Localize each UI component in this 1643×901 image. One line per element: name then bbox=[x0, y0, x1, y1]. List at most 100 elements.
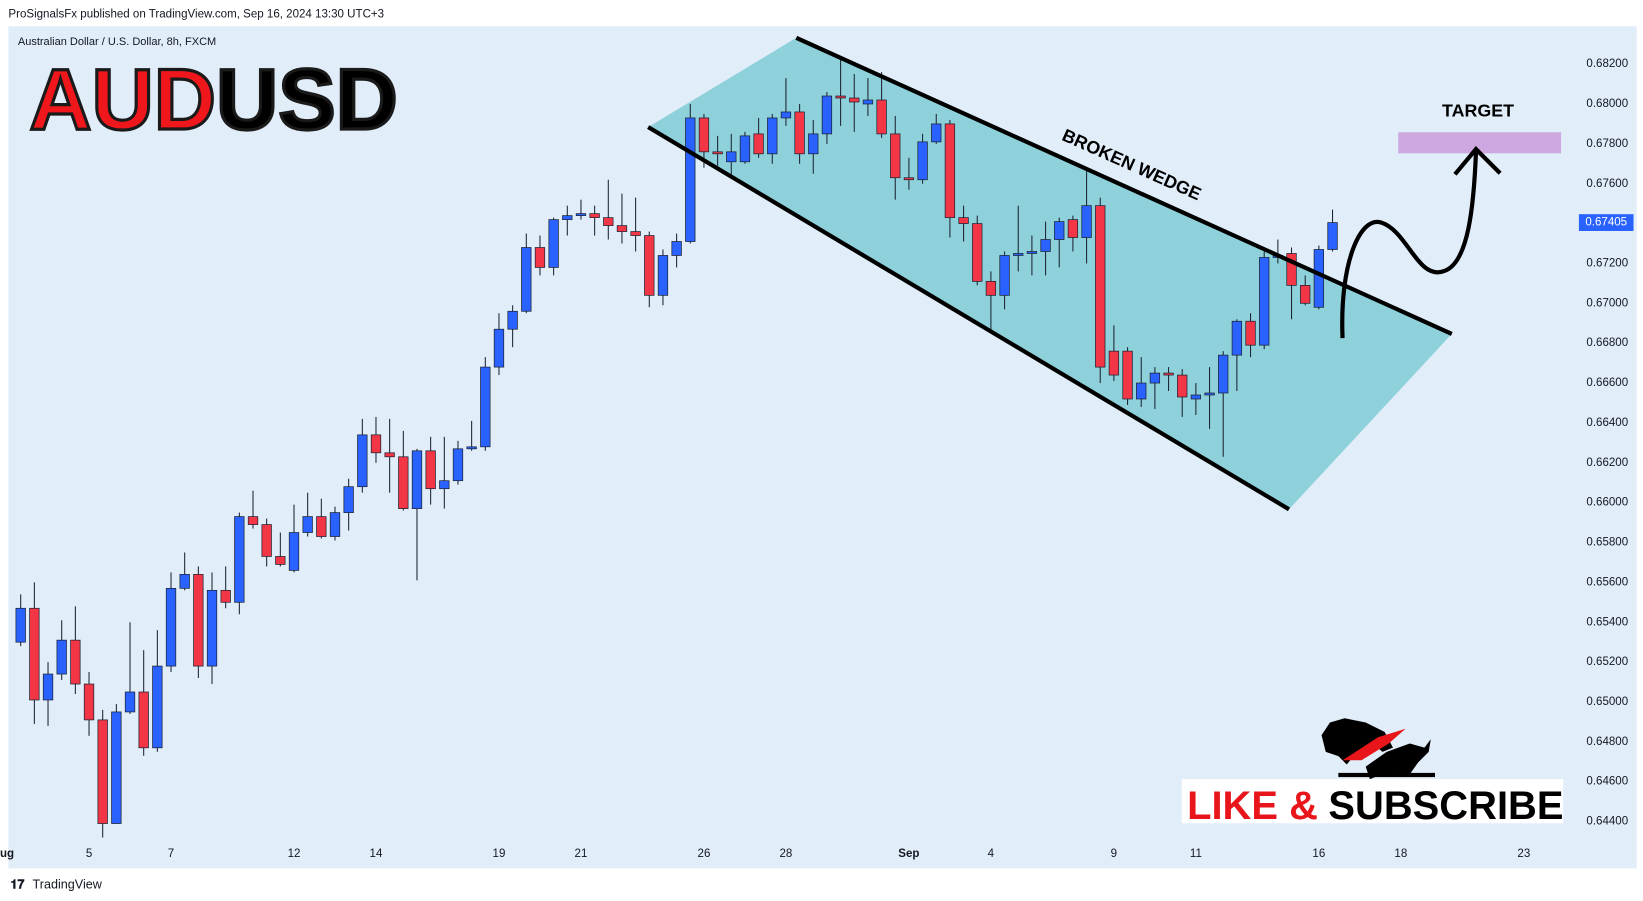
cta-subscribe: SUBSCRIBE bbox=[1328, 784, 1563, 828]
candle-body bbox=[821, 95, 833, 135]
y-tick-label: 0.67200 bbox=[1586, 257, 1628, 269]
candle-body bbox=[1177, 374, 1188, 398]
x-tick-label: ug bbox=[0, 848, 14, 860]
candle-body bbox=[644, 235, 655, 296]
candle-body bbox=[1245, 320, 1256, 346]
candle-body bbox=[1286, 253, 1297, 286]
candle-body bbox=[1108, 350, 1120, 376]
candle-body bbox=[739, 135, 751, 163]
candle-body bbox=[931, 123, 942, 143]
candle-body bbox=[767, 117, 778, 155]
candle-body bbox=[876, 99, 887, 135]
title-aud: AUD bbox=[29, 52, 216, 148]
candle-body bbox=[466, 446, 477, 450]
candle-body bbox=[1026, 251, 1038, 254]
candle-body bbox=[329, 512, 341, 537]
y-tick-label: 0.66800 bbox=[1586, 337, 1628, 349]
candle-body bbox=[439, 480, 450, 490]
candle-body bbox=[206, 589, 218, 667]
y-tick-label: 0.68000 bbox=[1586, 98, 1628, 110]
cta: LIKE & SUBSCRIBE bbox=[1187, 784, 1563, 828]
x-tick-label: 23 bbox=[1517, 848, 1530, 860]
x-tick-label: 5 bbox=[86, 848, 92, 860]
cta-background bbox=[1181, 779, 1564, 824]
y-tick-label: 0.66600 bbox=[1586, 377, 1628, 389]
y-tick-label: 0.67600 bbox=[1586, 178, 1628, 190]
candle-body bbox=[985, 281, 997, 296]
candle-body bbox=[616, 225, 628, 232]
candle-body bbox=[97, 719, 108, 824]
candle-body bbox=[384, 452, 395, 458]
x-tick-label: 19 bbox=[493, 848, 506, 860]
candle-body bbox=[507, 310, 518, 330]
y-tick-label: 0.65600 bbox=[1586, 576, 1628, 588]
candle-body bbox=[111, 711, 122, 824]
candle-body bbox=[370, 434, 382, 454]
y-tick-label: 0.67800 bbox=[1586, 138, 1628, 150]
subtitle: Australian Dollar / U.S. Dollar, 8h, FXC… bbox=[18, 36, 216, 48]
candle-body bbox=[1231, 320, 1243, 356]
candle-body bbox=[1054, 221, 1065, 240]
candle-body bbox=[70, 639, 81, 685]
candle-body bbox=[548, 219, 559, 268]
candle-body bbox=[849, 97, 860, 103]
x-tick-label: Sep bbox=[898, 848, 919, 860]
candle-body bbox=[275, 556, 286, 565]
candle-body bbox=[671, 241, 682, 256]
candle-body bbox=[357, 434, 368, 488]
candle-body bbox=[903, 177, 915, 181]
candle-body bbox=[302, 516, 313, 533]
y-tick-label: 0.65400 bbox=[1586, 616, 1628, 628]
footer: TradingView bbox=[33, 878, 103, 892]
candle-body bbox=[1204, 392, 1215, 396]
candle-body bbox=[1218, 354, 1229, 394]
title-usd: USD bbox=[216, 52, 398, 148]
candle-body bbox=[999, 255, 1010, 296]
y-tick-label: 0.68200 bbox=[1586, 58, 1628, 70]
target-zone bbox=[1398, 132, 1562, 154]
candle-body bbox=[917, 141, 928, 181]
candle-body bbox=[29, 607, 40, 701]
candle-body bbox=[234, 516, 245, 603]
candle-body bbox=[411, 450, 423, 509]
candle-body bbox=[261, 524, 272, 557]
candle-body bbox=[534, 247, 546, 268]
x-tick-label: 9 bbox=[1111, 848, 1117, 860]
candle-body bbox=[220, 589, 231, 603]
target-label: TARGET bbox=[1442, 101, 1514, 121]
candle-body bbox=[1149, 372, 1161, 384]
candle-body bbox=[124, 691, 136, 713]
candle-body bbox=[1013, 253, 1024, 256]
x-tick-label: 16 bbox=[1312, 848, 1325, 860]
candle-body bbox=[398, 456, 409, 509]
x-tick-label: 26 bbox=[698, 848, 711, 860]
candle-body bbox=[972, 223, 983, 282]
candle-body bbox=[1136, 382, 1147, 400]
candle-body bbox=[480, 366, 491, 448]
bear-icon bbox=[1321, 718, 1393, 765]
forecast-arrow bbox=[1340, 152, 1479, 339]
candle-body bbox=[958, 217, 969, 224]
candle-body bbox=[1300, 285, 1311, 304]
candle-body bbox=[712, 151, 723, 155]
x-tick-label: 18 bbox=[1394, 848, 1407, 860]
candle-body bbox=[575, 213, 587, 216]
y-tick-label: 0.65800 bbox=[1586, 537, 1628, 549]
candle-body bbox=[808, 133, 819, 155]
candle-body bbox=[780, 111, 792, 119]
y-tick-label: 0.67000 bbox=[1586, 297, 1628, 309]
wedge-drawing bbox=[648, 37, 1452, 510]
candle-body bbox=[589, 213, 600, 218]
wedge-lower-line bbox=[647, 125, 1291, 512]
candle-body bbox=[657, 255, 669, 296]
candle-body bbox=[343, 486, 354, 513]
candle-body bbox=[1259, 257, 1270, 346]
candle-body bbox=[15, 607, 26, 643]
footer-logo: 𝟏𝟕 bbox=[11, 878, 26, 892]
x-tick-label: 11 bbox=[1190, 848, 1202, 860]
candle-body bbox=[56, 639, 67, 675]
footer-background bbox=[0, 868, 1643, 901]
candle-body bbox=[1327, 222, 1338, 250]
